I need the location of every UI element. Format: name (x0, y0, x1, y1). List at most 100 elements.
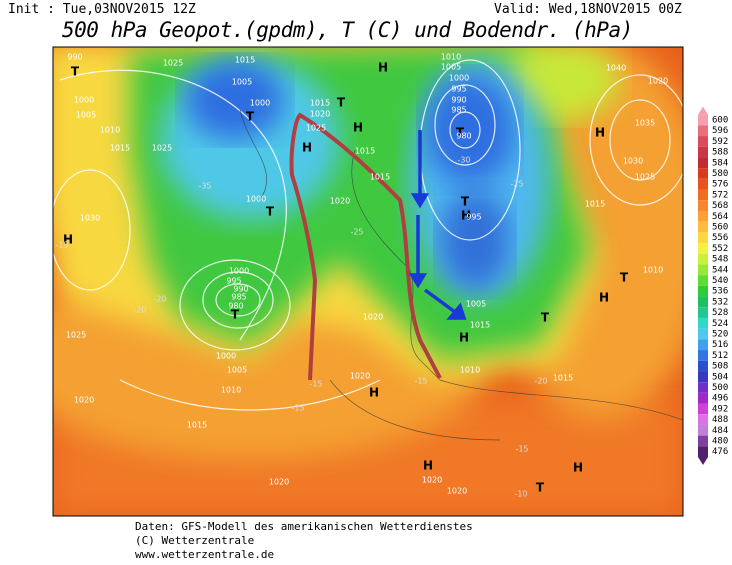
colorbar-label: 600 (712, 116, 728, 126)
isoline-label: 1000 (250, 99, 270, 108)
colorbar-swatch (698, 125, 708, 137)
colorbar-swatch (698, 178, 708, 190)
valid-time: Valid: Wed,18NOV2015 00Z (494, 2, 682, 17)
colorbar-cap (698, 106, 708, 115)
isoline-label: 1000 (74, 96, 94, 105)
colorbar-label: 568 (712, 201, 728, 211)
colorbar-label: 492 (712, 404, 728, 414)
colorbar-swatch (698, 392, 708, 404)
colorbar-swatch (698, 296, 708, 308)
isoline-label: -15 (291, 404, 304, 413)
isoline-label: 1020 (330, 197, 350, 206)
isoline-label: 1025 (163, 59, 183, 68)
pressure-center: T (536, 481, 545, 495)
isoline-label: 1020 (269, 478, 289, 487)
colorbar-label: 564 (712, 212, 728, 222)
pressure-center: H (599, 291, 609, 305)
isoline-label: -25 (510, 180, 523, 189)
footer-line: Daten: GFS-Modell des amerikanischen Wet… (135, 520, 473, 533)
colorbar-swatch (698, 328, 708, 340)
isoline-label: -15 (55, 241, 68, 250)
colorbar-swatch (698, 168, 708, 179)
colorbar-swatch (698, 435, 708, 447)
colorbar-swatch (698, 157, 708, 169)
isoline-label: 1015 (585, 200, 605, 209)
footer-line: www.wetterzentrale.de (135, 548, 275, 561)
colorbar-swatch (698, 403, 708, 415)
isoline-label: 1015 (310, 99, 330, 108)
pressure-center: H (461, 209, 471, 223)
isoline-label: 1015 (187, 421, 207, 430)
isoline-label: 1005 (441, 63, 461, 72)
colorbar-swatch (698, 446, 708, 458)
colorbar-label: 536 (712, 287, 728, 297)
isoline-label: 1005 (227, 366, 247, 375)
pressure-center: T (266, 205, 275, 219)
colorbar-label: 500 (712, 383, 728, 393)
pressure-center: H (353, 121, 363, 135)
isoline-label: 985 (231, 293, 246, 302)
isoline-label: 1015 (553, 374, 573, 383)
colorbar-label: 540 (712, 276, 728, 286)
colorbar-swatch (698, 146, 708, 158)
colorbar-swatch (698, 136, 708, 147)
colorbar-label: 580 (712, 169, 728, 179)
isoline-label: 1020 (422, 476, 442, 485)
map-frame (52, 46, 684, 517)
isoline-label: 1010 (221, 386, 241, 395)
isoline-label: 1000 (246, 195, 266, 204)
pressure-center: H (423, 459, 433, 473)
isoline-label: -20 (153, 295, 166, 304)
colorbar-swatch (698, 360, 708, 372)
isoline-label: -10 (514, 490, 527, 499)
colorbar-swatch (698, 264, 708, 276)
colorbar-label: 508 (712, 362, 728, 372)
pressure-center: T (620, 271, 629, 285)
colorbar-swatch (698, 221, 708, 233)
colorbar-swatch (698, 371, 708, 383)
colorbar-label: 520 (712, 330, 728, 340)
isoline-label: 985 (451, 106, 466, 115)
colorbar-label: 560 (712, 223, 728, 233)
colorbar-swatch (698, 317, 708, 329)
isoline-label: 1025 (635, 173, 655, 182)
map-field (53, 47, 683, 516)
colorbar-label: 504 (712, 372, 728, 382)
colorbar-label: 548 (712, 255, 728, 265)
isoline-label: -35 (198, 182, 211, 191)
isoline-label: 1015 (235, 56, 255, 65)
isoline-label: 1010 (643, 266, 663, 275)
pressure-center: T (541, 311, 550, 325)
colorbar-swatch (698, 243, 708, 254)
pressure-center: T (231, 308, 240, 322)
pressure-center: H (595, 126, 605, 140)
colorbar-cap (698, 457, 708, 466)
colorbar-swatch (698, 339, 708, 351)
isoline-label: 1015 (470, 321, 490, 330)
colorbar-label: 476 (712, 447, 728, 457)
isoline-label: 1040 (606, 64, 626, 73)
isoline-label: 1010 (100, 126, 120, 135)
isoline-label: 1010 (441, 53, 461, 62)
colorbar-swatch (698, 253, 708, 265)
isoline-label: -15 (414, 377, 427, 386)
colorbar-label: 516 (712, 340, 728, 350)
colorbar-swatch (698, 275, 708, 286)
map-title: 500 hPa Geopot.(gpdm), T (C) und Bodendr… (62, 18, 633, 42)
colorbar-label: 512 (712, 351, 728, 361)
pressure-center: H (378, 61, 388, 75)
pressure-center: T (337, 96, 346, 110)
colorbar: 6005965925885845805765725685645605565525… (698, 106, 728, 466)
colorbar-label: 556 (712, 233, 728, 243)
pressure-center: T (246, 110, 255, 124)
isoline-label: 995 (466, 213, 481, 222)
isoline-label: 1015 (110, 144, 130, 153)
isoline-label: 1000 (229, 267, 249, 276)
colorbar-swatch (698, 200, 708, 211)
isoline-label: 1020 (74, 396, 94, 405)
track-arrow (289, 112, 442, 381)
colorbar-swatch (698, 424, 708, 436)
colorbar-label: 488 (712, 415, 728, 425)
colorbar-label: 496 (712, 394, 728, 404)
